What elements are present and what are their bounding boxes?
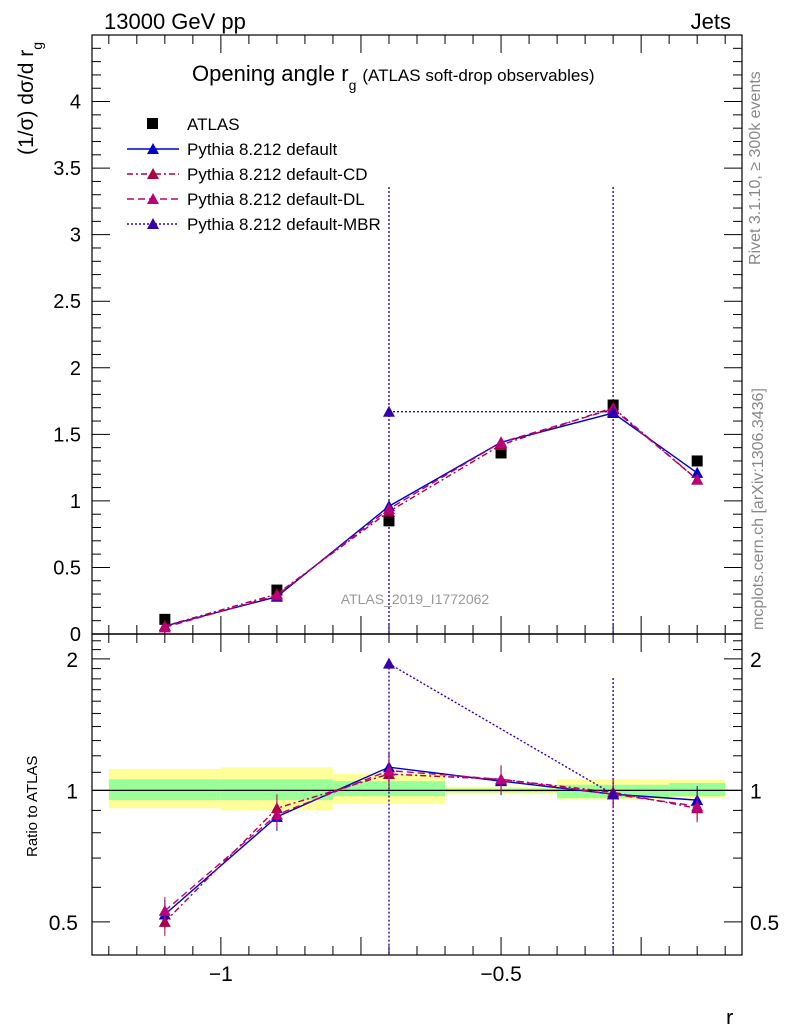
- legend-marker-mbr: [147, 218, 159, 229]
- dl-ratio-point: [270, 808, 283, 820]
- main-panel: 0 0.5 1 1.5 2 2.5 3 3.5 4: [53, 34, 743, 646]
- ratio-ytick-label-right: 2: [750, 649, 762, 672]
- ratio-panel: −1 −0.5 0.5 0.5 1 1 2 2: [49, 633, 779, 986]
- xtick-label: −1: [209, 963, 233, 986]
- svg-text:rg: rg: [726, 1005, 741, 1024]
- watermark: ATLAS_2019_I1772062: [341, 591, 490, 607]
- xlabel-sub: g: [733, 1020, 741, 1024]
- legend-marker-atlas: [147, 118, 158, 129]
- ratio-ytick-label: 0.5: [49, 912, 78, 935]
- atlas-point: [691, 455, 703, 467]
- mbr-ratio-point: [382, 657, 395, 669]
- mcplots-label: mcplots.cern.ch [arXiv:1306.3436]: [750, 388, 767, 630]
- main-ytick-label: 1.5: [53, 424, 81, 446]
- dl-point: [270, 589, 283, 601]
- main-ytick-label: 3: [70, 225, 81, 247]
- ratio-ytick-label-right: 1: [750, 780, 762, 803]
- main-ylabel: (1/σ) dσ/d r: [15, 50, 38, 155]
- dl-ratio-point: [691, 800, 704, 812]
- dl-point: [691, 473, 704, 485]
- legend-label-dl: Pythia 8.212 default-DL: [187, 190, 365, 209]
- energy-label: 13000 GeV pp: [104, 9, 246, 34]
- dl-ratio-line: [164, 769, 698, 912]
- dl-ratio-point: [382, 764, 395, 776]
- xtick-label: −0.5: [480, 963, 521, 986]
- legend: ATLAS Pythia 8.212 default Pythia 8.212 de…: [127, 115, 381, 234]
- mbr-ratio-point: [607, 788, 620, 800]
- legend-label-atlas: ATLAS: [187, 115, 240, 134]
- legend-marker-cd: [147, 168, 159, 179]
- dl-ratio-point: [495, 773, 508, 785]
- dl-point: [382, 502, 395, 514]
- main-ytick-label: 2.5: [53, 291, 81, 313]
- svg-text:(1/σ) dσ/d rg: (1/σ) dσ/d rg: [15, 42, 45, 155]
- default-line: [164, 412, 698, 627]
- dl-ratio-point: [158, 904, 171, 916]
- ratio-ytick-label-right: 0.5: [750, 912, 779, 935]
- cd-line: [164, 406, 698, 627]
- main-ylabel-sub: g: [29, 42, 45, 50]
- main-ytick-label: 0.5: [53, 557, 81, 579]
- atlas-point: [495, 447, 507, 459]
- main-ytick-label: 2: [70, 358, 81, 380]
- default-ratio-line: [164, 766, 698, 916]
- mbr-point: [607, 405, 620, 417]
- legend-label-default: Pythia 8.212 default: [187, 140, 338, 159]
- legend-label-cd: Pythia 8.212 default-CD: [187, 165, 368, 184]
- main-ytick-label: 4: [70, 92, 81, 114]
- chart-title-suffix: (ATLAS soft-drop observables): [362, 66, 594, 85]
- dl-line: [164, 408, 698, 629]
- legend-marker-dl: [147, 193, 159, 204]
- chart-title-sub: g: [349, 77, 357, 93]
- atlas-point: [383, 515, 395, 527]
- rivet-label: Rivet 3.1.10, ≥ 300k events: [747, 71, 764, 265]
- ratio-ytick-label: 1: [66, 780, 78, 803]
- band-inner-1: [220, 779, 333, 801]
- main-ytick-label: 0: [70, 624, 81, 646]
- legend-marker-default: [147, 143, 159, 154]
- process-label: Jets: [691, 9, 731, 34]
- main-ytick-label: 1: [70, 491, 81, 513]
- svg-text:Opening angle rg(ATLAS soft-dr: Opening angle rg (ATLAS soft-drop observa…: [192, 61, 594, 93]
- atlas-point: [159, 613, 171, 625]
- dl-point: [158, 621, 171, 633]
- chart-title: Opening angle r: [192, 61, 349, 86]
- legend-label-mbr: Pythia 8.212 default-MBR: [187, 215, 381, 234]
- ratio-ylabel: Ratio to ATLAS: [24, 756, 41, 857]
- xlabel: r: [726, 1005, 733, 1024]
- main-ytick-label: 3.5: [53, 158, 81, 180]
- default-point: [691, 466, 704, 478]
- mbr-ratio-line: [388, 663, 614, 795]
- mbr-point: [382, 405, 395, 417]
- cd-ratio-line: [164, 773, 698, 923]
- band-inner-0: [108, 779, 221, 801]
- dl-point: [495, 436, 508, 448]
- ratio-ytick-label: 2: [66, 649, 78, 672]
